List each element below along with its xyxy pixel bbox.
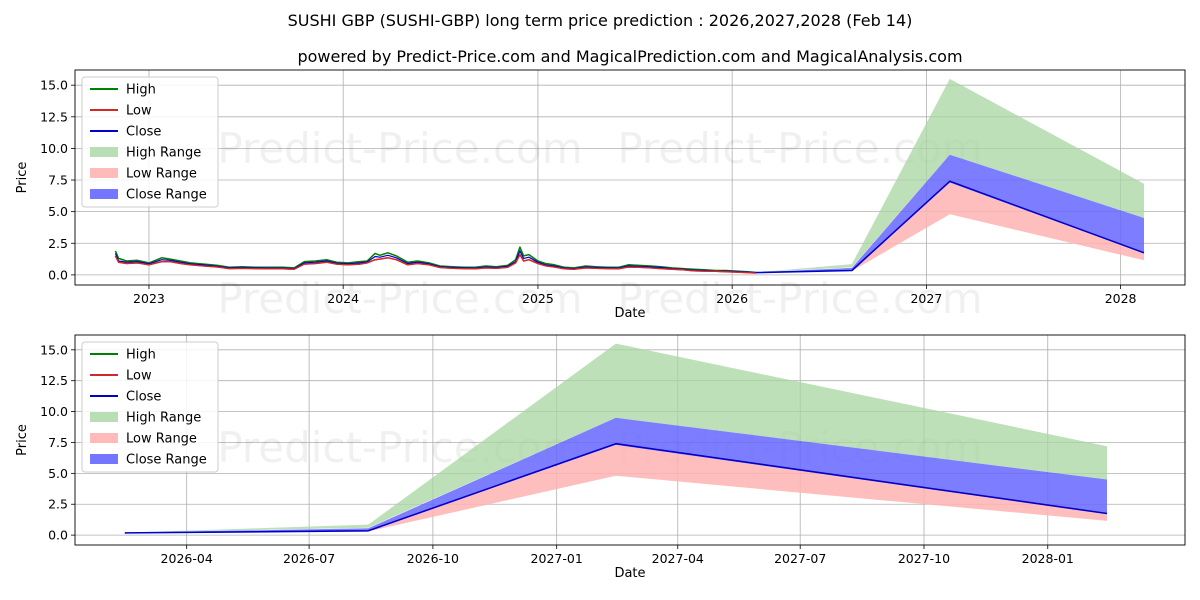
legend-label: High: [126, 83, 156, 98]
panel-frame: [74, 334, 1186, 546]
y-tick-label: 0.0: [48, 267, 68, 282]
legend-label: Low: [126, 369, 152, 384]
chart-title: SUSHI GBP (SUSHI-GBP) long term price pr…: [288, 11, 913, 30]
y-tick-label: 15.0: [40, 78, 68, 93]
y-axis-label: Price: [15, 162, 30, 194]
top-panel: Predict-Price.com Predict-Price.com Predic…: [15, 69, 1186, 323]
y-axis-label: Price: [15, 424, 30, 456]
legend-label: Low Range: [126, 432, 197, 447]
legend-label: Low Range: [126, 167, 197, 182]
close-prediction-line: [124, 442, 1108, 534]
high-range-band: [124, 343, 1108, 533]
legend: High Low Close High Range Low Range Close Ran…: [81, 76, 219, 208]
low-range-band: [124, 444, 1108, 534]
y-tick-label: 10.0: [40, 141, 68, 156]
x-tick-label: 2027: [910, 291, 942, 306]
legend-label: High Range: [126, 411, 201, 426]
low-series-line: [114, 253, 756, 274]
y-tick-label: 2.5: [48, 497, 68, 512]
close-series-line: [114, 250, 756, 274]
legend-patch-swatch: [90, 189, 118, 199]
x-axis-label: Date: [614, 306, 645, 321]
legend-patch-swatch: [90, 454, 118, 464]
legend-label: High: [126, 348, 156, 363]
plot-area: [114, 78, 1145, 274]
bottom-panel: Predict-Price.comPredict-Price.com2026-0…: [15, 334, 1186, 581]
y-tick-label: 2.5: [48, 236, 68, 251]
x-tick-label: 2027-04: [652, 551, 704, 566]
y-tick-label: 15.0: [40, 342, 68, 357]
y-tick-label: 12.5: [40, 109, 68, 124]
legend-label: Close Range: [126, 453, 207, 468]
x-tick-label: 2027-10: [898, 551, 950, 566]
legend-label: Close: [126, 390, 161, 405]
x-tick-label: 2028-01: [1022, 551, 1074, 566]
x-tick-label: 2023: [133, 291, 165, 306]
close-prediction-line: [755, 180, 1145, 274]
x-tick-label: 2028: [1105, 291, 1137, 306]
legend-label: Close Range: [126, 188, 207, 203]
x-tick-label: 2026: [716, 291, 748, 306]
x-tick-label: 2024: [327, 291, 359, 306]
legend-label: Close: [126, 125, 161, 140]
x-tick-label: 2027-01: [531, 551, 583, 566]
y-tick-label: 7.5: [48, 173, 68, 188]
panel-frame: [74, 69, 1186, 286]
y-tick-label: 12.5: [40, 373, 68, 388]
chart-subtitle: powered by Predict-Price.com and Magical…: [297, 47, 962, 66]
x-tick-label: 2027-07: [774, 551, 826, 566]
close-range-band: [755, 154, 1144, 273]
plot-area: [124, 343, 1108, 534]
x-tick-label: 2026-04: [161, 551, 213, 566]
legend-patch-swatch: [90, 412, 118, 422]
legend-patch-swatch: [90, 433, 118, 443]
legend-patch-swatch: [90, 147, 118, 157]
watermark-text: Predict-Price.com: [617, 274, 982, 323]
watermark-text: Predict-Price.com: [217, 124, 582, 173]
legend-label: Low: [126, 104, 152, 119]
x-axis-label: Date: [614, 566, 645, 581]
y-tick-label: 7.5: [48, 435, 68, 450]
x-tick-label: 2026-10: [407, 551, 459, 566]
legend-label: High Range: [126, 146, 201, 161]
x-tick-label: 2025: [522, 291, 554, 306]
close-range-band: [124, 417, 1108, 533]
y-tick-label: 10.0: [40, 404, 68, 419]
watermark-text: Predict-Price.com: [217, 274, 582, 323]
legend: High Low Close High Range Low Range Close Ran…: [81, 341, 219, 473]
y-tick-label: 0.0: [48, 528, 68, 543]
low-range-band: [755, 182, 1144, 273]
high-series-line: [114, 246, 756, 274]
high-range-band: [755, 78, 1144, 273]
y-tick-label: 5.0: [48, 466, 68, 481]
y-tick-label: 5.0: [48, 204, 68, 219]
legend-patch-swatch: [90, 168, 118, 178]
x-tick-label: 2026-07: [283, 551, 335, 566]
low-series-line-overlay: [114, 253, 756, 274]
